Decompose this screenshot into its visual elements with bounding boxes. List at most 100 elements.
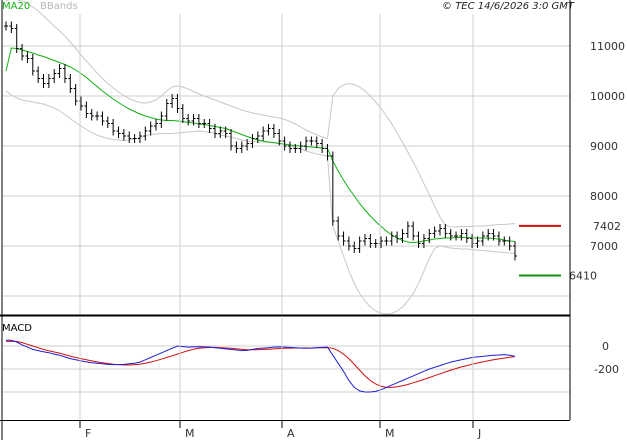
- price-bar: [309, 136, 314, 146]
- price-bar: [480, 231, 485, 246]
- macd-line: [6, 339, 516, 393]
- legend-ma20: MA20: [2, 1, 30, 12]
- price-bar: [234, 141, 239, 153]
- price-bar: [271, 124, 276, 138]
- price-bar: [389, 231, 394, 246]
- x-tick-label: M: [185, 427, 195, 440]
- price-bar: [496, 231, 501, 246]
- price-bar: [368, 234, 373, 248]
- macd-y-tick-label: -200: [594, 363, 619, 376]
- price-bar: [9, 21, 14, 33]
- price-bar: [475, 236, 480, 248]
- header-legend: MA20 BBands © TEC 14/6/2026 3:0 GMT: [2, 1, 575, 12]
- price-bar: [341, 231, 346, 246]
- price-bar: [137, 131, 142, 143]
- price-bar: [223, 126, 228, 138]
- copyright-text: © TEC 14/6/2026 3:0 GMT: [442, 1, 575, 12]
- price-bar: [14, 24, 19, 53]
- main-y-tick-label: 8000: [590, 190, 618, 203]
- price-bar: [405, 221, 410, 238]
- price-bar: [132, 134, 137, 143]
- price-bar: [41, 74, 46, 88]
- price-bar: [196, 114, 201, 128]
- price-bar: [357, 236, 362, 253]
- price-bar: [100, 111, 105, 126]
- price-bar: [25, 51, 30, 63]
- price-bar: [384, 236, 389, 246]
- main-y-tick-label: 10000: [590, 90, 625, 103]
- price-bar: [202, 119, 207, 128]
- price-bar: [255, 131, 260, 143]
- price-bar: [454, 231, 459, 241]
- price-bar: [186, 114, 191, 126]
- bbands-upper-line: [5, 0, 516, 228]
- price-bar: [346, 236, 351, 251]
- price-bar: [164, 99, 169, 121]
- price-bar: [143, 126, 148, 141]
- price-bar: [170, 94, 175, 108]
- price-bar: [325, 144, 330, 161]
- x-tick-label: J: [477, 427, 481, 440]
- ma20-line: [5, 47, 516, 244]
- price-bar: [336, 216, 341, 241]
- price-bar: [52, 69, 57, 83]
- signal-line: [5, 340, 516, 388]
- price-bar: [68, 74, 73, 93]
- price-bar: [46, 74, 51, 88]
- main-y-tick-label: 9000: [590, 140, 618, 153]
- price-bar: [239, 141, 244, 153]
- price-bar: [245, 139, 250, 151]
- price-bar: [266, 124, 271, 136]
- bbands-lower-line: [5, 90, 516, 315]
- price-bar: [314, 136, 319, 148]
- bbands-layer: [5, 0, 516, 315]
- price-bar: [287, 141, 292, 153]
- price-bar: [20, 44, 25, 61]
- price-bar: [304, 136, 309, 151]
- price-bar: [175, 94, 180, 113]
- x-tick-label: F: [85, 427, 91, 440]
- price-bar: [373, 239, 378, 248]
- price-bar: [250, 134, 255, 148]
- price-bar: [89, 109, 94, 121]
- price-bar: [159, 111, 164, 128]
- price-bar: [298, 141, 303, 153]
- price-bar: [502, 236, 507, 246]
- price-bar: [437, 224, 442, 236]
- price-bar: [416, 231, 421, 248]
- macd-title: MACD: [2, 323, 32, 334]
- resistance-label: 7402: [593, 220, 621, 233]
- support-label: 6410: [569, 270, 597, 283]
- price-bar: [73, 84, 78, 106]
- price-bar: [432, 226, 437, 238]
- price-bar: [513, 241, 517, 261]
- macd-grid: [2, 345, 570, 393]
- price-bar: [443, 224, 448, 238]
- macd-y-tick-label: 0: [602, 340, 609, 353]
- price-bar: [459, 229, 464, 241]
- price-bar: [362, 234, 367, 246]
- price-bar: [427, 229, 432, 243]
- main-y-tick-label: 7000: [590, 240, 618, 253]
- price-bar: [218, 126, 223, 138]
- main-y-axis: 11000 10000 9000 8000 7000: [590, 40, 625, 253]
- price-bar: [507, 236, 512, 251]
- price-bar: [62, 64, 67, 83]
- price-bar: [491, 229, 496, 241]
- macd-lines-layer: [5, 339, 516, 393]
- price-bar: [411, 221, 416, 241]
- price-bar: [191, 114, 196, 126]
- price-bar: [111, 119, 116, 136]
- price-bar: [261, 126, 266, 141]
- price-bar: [486, 229, 491, 241]
- price-bar: [36, 66, 41, 83]
- price-bar: [282, 136, 287, 151]
- x-tick-label: M: [385, 427, 395, 440]
- x-tick-label: A: [287, 427, 295, 440]
- price-bar: [4, 21, 8, 31]
- levels-layer: 7402 6410: [519, 220, 621, 283]
- price-bar: [207, 119, 212, 133]
- price-bar: [57, 64, 62, 78]
